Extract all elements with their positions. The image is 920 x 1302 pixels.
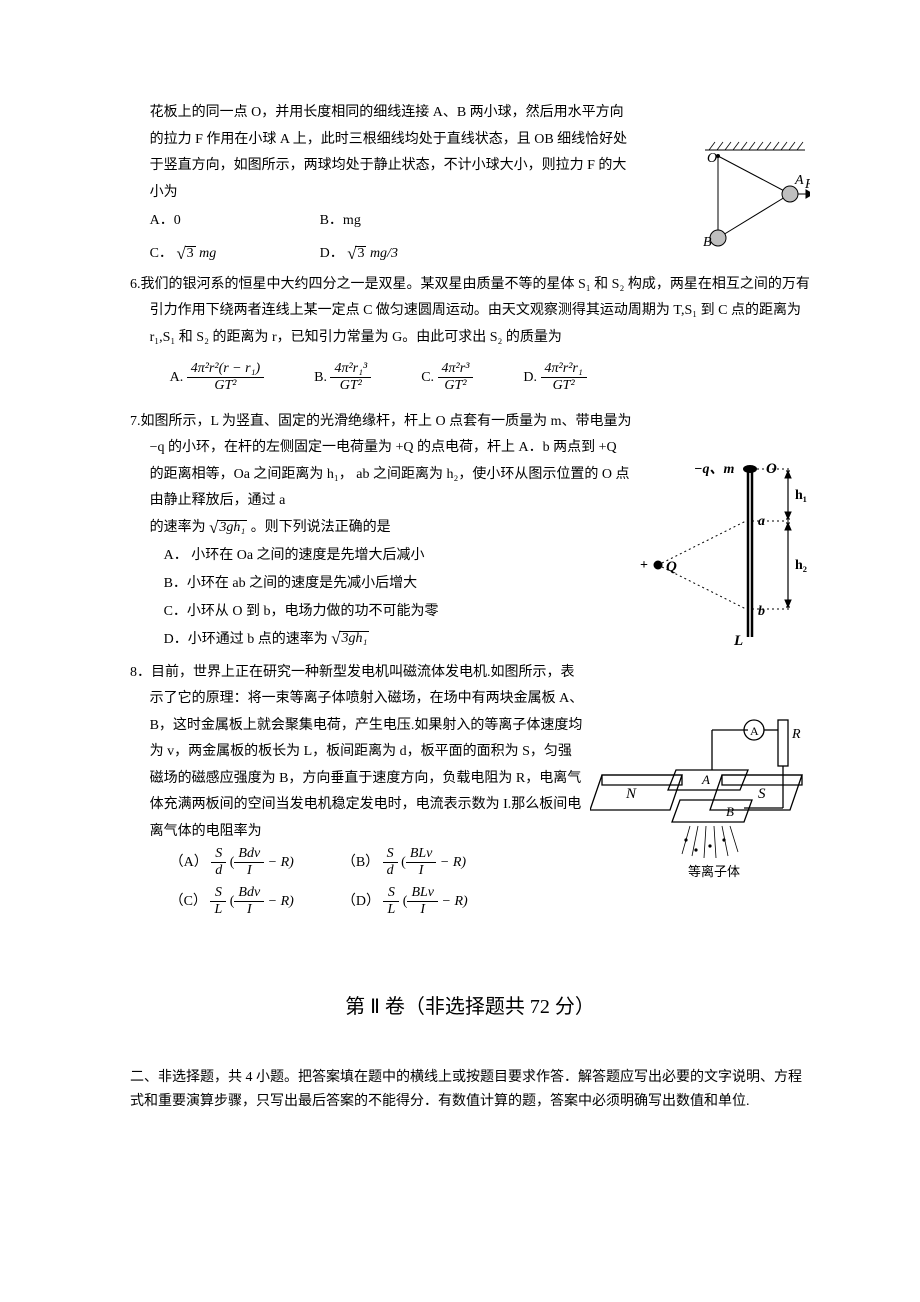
q6-optB: B. 4π²r₁³GT²	[314, 361, 371, 394]
svg-text:A: A	[750, 724, 759, 738]
q8-optD: （D） SL (BLvI − R)	[342, 885, 468, 918]
q5-figure: O A B F	[645, 136, 810, 251]
q8-optB: （B） Sd (BLvI − R)	[342, 846, 466, 879]
svg-text:b: b	[758, 604, 765, 619]
svg-text:R: R	[791, 727, 801, 742]
svg-text:−q、m: −q、m	[694, 462, 734, 477]
svg-text:Q: Q	[666, 559, 677, 575]
svg-text:N: N	[625, 786, 637, 802]
svg-text:L: L	[733, 633, 743, 649]
q7: O −q、m a b + Q h₁ h₂ L 7.如图所示，L 为竖直、固定的光…	[150, 409, 810, 654]
q5: O A B F 花板上的同一点 O，并用长度相同的细线连接 A、B 两小球，然后…	[150, 100, 810, 268]
q6-optC: C. 4π²r³GT²	[421, 361, 473, 394]
q8-figure: N S A B A R 等离子体	[590, 690, 810, 885]
q8-optC: （C） SL (BdvI − R)	[170, 885, 294, 918]
q5-optB: B．mg	[320, 208, 361, 235]
q5-optD: D． √3 mg/3	[320, 241, 398, 268]
q5-intro-text: 花板上的同一点 O，并用长度相同的细线连接 A、B 两小球，然后用水平方向的拉力…	[150, 105, 628, 200]
svg-text:h₁: h₁	[795, 488, 807, 503]
svg-text:S: S	[758, 786, 766, 802]
q7-figure: O −q、m a b + Q h₁ h₂ L	[640, 459, 810, 649]
q6-optD: D. 4π²r²r₁GT²	[523, 361, 586, 394]
section2-instructions: 二、非选择题，共 4 小题。把答案填在题中的横线上或按题目要求作答．解答题应写出…	[130, 1066, 810, 1114]
svg-text:B: B	[703, 235, 712, 250]
q6-optA: A. 4π²r²(r − r₁)GT²	[170, 361, 265, 394]
q5-optA: A．0	[150, 208, 320, 235]
svg-text:A: A	[701, 772, 710, 787]
q8: N S A B A R 等离子体 8．目前，世界上正在研究一种新型发电机叫磁流体…	[150, 660, 810, 919]
svg-text:A: A	[794, 173, 804, 188]
q8-optA: （A） Sd (BdvI − R)	[170, 846, 294, 879]
q5-optC: C． √3 mg	[150, 241, 320, 268]
svg-text:O: O	[766, 461, 777, 477]
svg-text:O: O	[707, 151, 717, 166]
svg-text:B: B	[726, 804, 734, 819]
svg-text:a: a	[758, 514, 765, 529]
svg-text:+: +	[640, 558, 648, 573]
svg-text:F: F	[804, 177, 810, 192]
svg-text:h₂: h₂	[795, 558, 807, 573]
svg-text:等离子体: 等离子体	[688, 864, 740, 879]
section2-title: 第 Ⅱ 卷（非选择题共 72 分）	[130, 988, 810, 1026]
q6: 6.我们的银河系的恒星中大约四分之一是双星。某双星由质量不等的星体 S₁ 和 S…	[150, 272, 810, 395]
q6-intro: 6.我们的银河系的恒星中大约四分之一是双星。某双星由质量不等的星体 S₁ 和 S…	[150, 272, 810, 352]
